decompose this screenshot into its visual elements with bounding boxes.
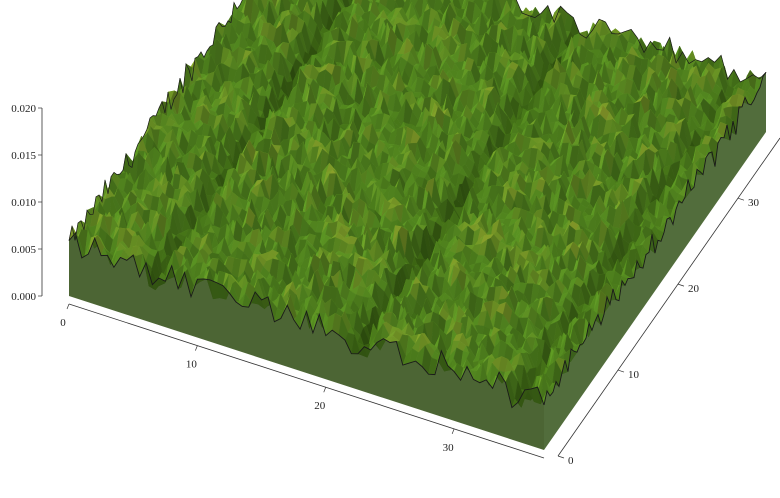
y-tick-mark [617,369,625,373]
y-tick-mark [557,455,565,459]
z-tick-label: 0.005 [11,244,36,256]
z-tick-label: 0.010 [11,197,36,209]
z-tick-label: 0.015 [11,150,36,162]
x-tick-mark [451,428,455,434]
x-tick-mark [66,303,70,310]
y-tick-label: 30 [748,197,760,209]
y-tick-mark [677,283,685,287]
surface-mesh [68,0,767,450]
y-tick-label: 0 [568,455,574,467]
y-tick-mark [737,197,745,201]
z-tick-label: 0.020 [11,103,36,115]
y-axis-line [557,137,780,457]
x-axis-line [68,303,545,459]
axes-group: 0 10 20 30 0 10 20 30 0.000 0.005 0.010 0.015 0.020 [11,103,780,467]
x-tick-mark [195,345,198,351]
x-tick-label: 20 [314,400,326,412]
x-tick-label: 10 [186,359,198,371]
x-tick-mark [323,387,327,393]
y-tick-label: 10 [628,369,640,381]
y-tick-label: 20 [688,283,700,295]
x-tick-label: 0 [60,317,66,329]
z-tick-label: 0.000 [11,291,36,303]
x-tick-label: 30 [443,442,455,454]
